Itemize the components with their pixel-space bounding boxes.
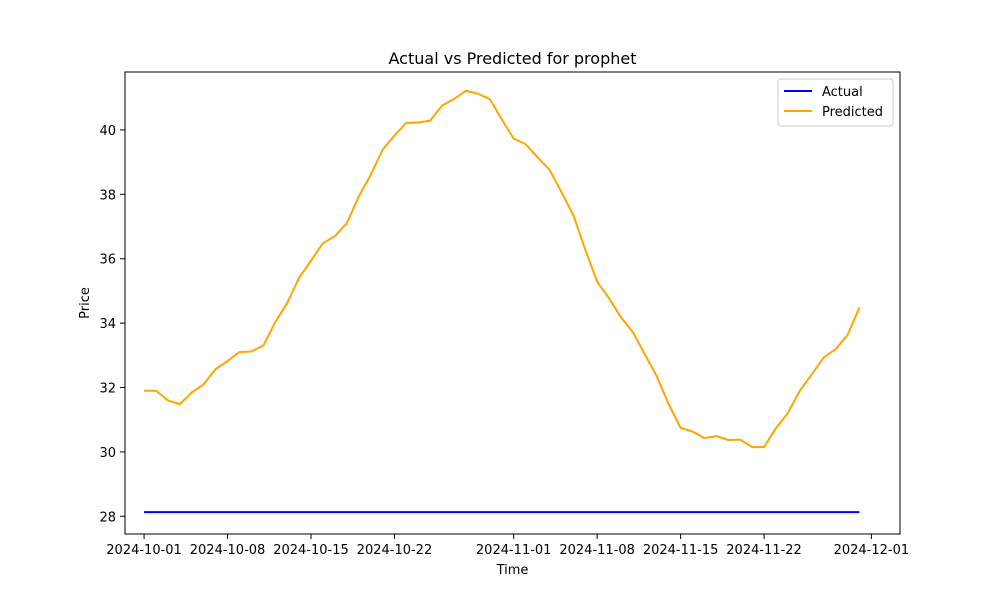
series-line-predicted <box>144 89 861 449</box>
x-tick-label: 2024-12-01 <box>834 543 910 558</box>
x-tick-label: 2024-10-22 <box>357 543 433 558</box>
legend: Actual Predicted <box>777 78 894 127</box>
series-layer <box>144 89 861 514</box>
y-tick-label: 32 <box>99 382 116 397</box>
chart-title: Actual vs Predicted for prophet <box>389 49 637 68</box>
x-tick-label: 2024-11-15 <box>643 543 719 558</box>
y-axis-label: Price <box>78 287 93 319</box>
x-axis: 2024-10-01 2024-10-08 2024-10-15 2024-10-22… <box>106 534 909 558</box>
x-tick-label: 2024-10-15 <box>273 543 349 558</box>
x-tick-label: 2024-11-08 <box>559 543 635 558</box>
x-tick-label: 2024-11-22 <box>726 543 802 558</box>
legend-label-actual: Actual <box>822 85 863 100</box>
y-tick-label: 30 <box>99 446 116 461</box>
x-tick-label: 2024-10-08 <box>190 543 266 558</box>
y-tick-label: 28 <box>99 510 116 525</box>
x-axis-label: Time <box>496 563 529 578</box>
y-tick-label: 36 <box>99 253 116 268</box>
plot-area <box>124 71 901 535</box>
y-tick-label: 40 <box>99 124 116 139</box>
x-tick-label: 2024-11-01 <box>476 543 552 558</box>
x-tick-label: 2024-10-01 <box>106 543 182 558</box>
legend-label-predicted: Predicted <box>822 105 883 120</box>
y-tick-label: 34 <box>99 317 116 332</box>
y-axis: 28 30 32 34 36 38 40 <box>99 124 125 525</box>
y-tick-label: 38 <box>99 188 116 203</box>
